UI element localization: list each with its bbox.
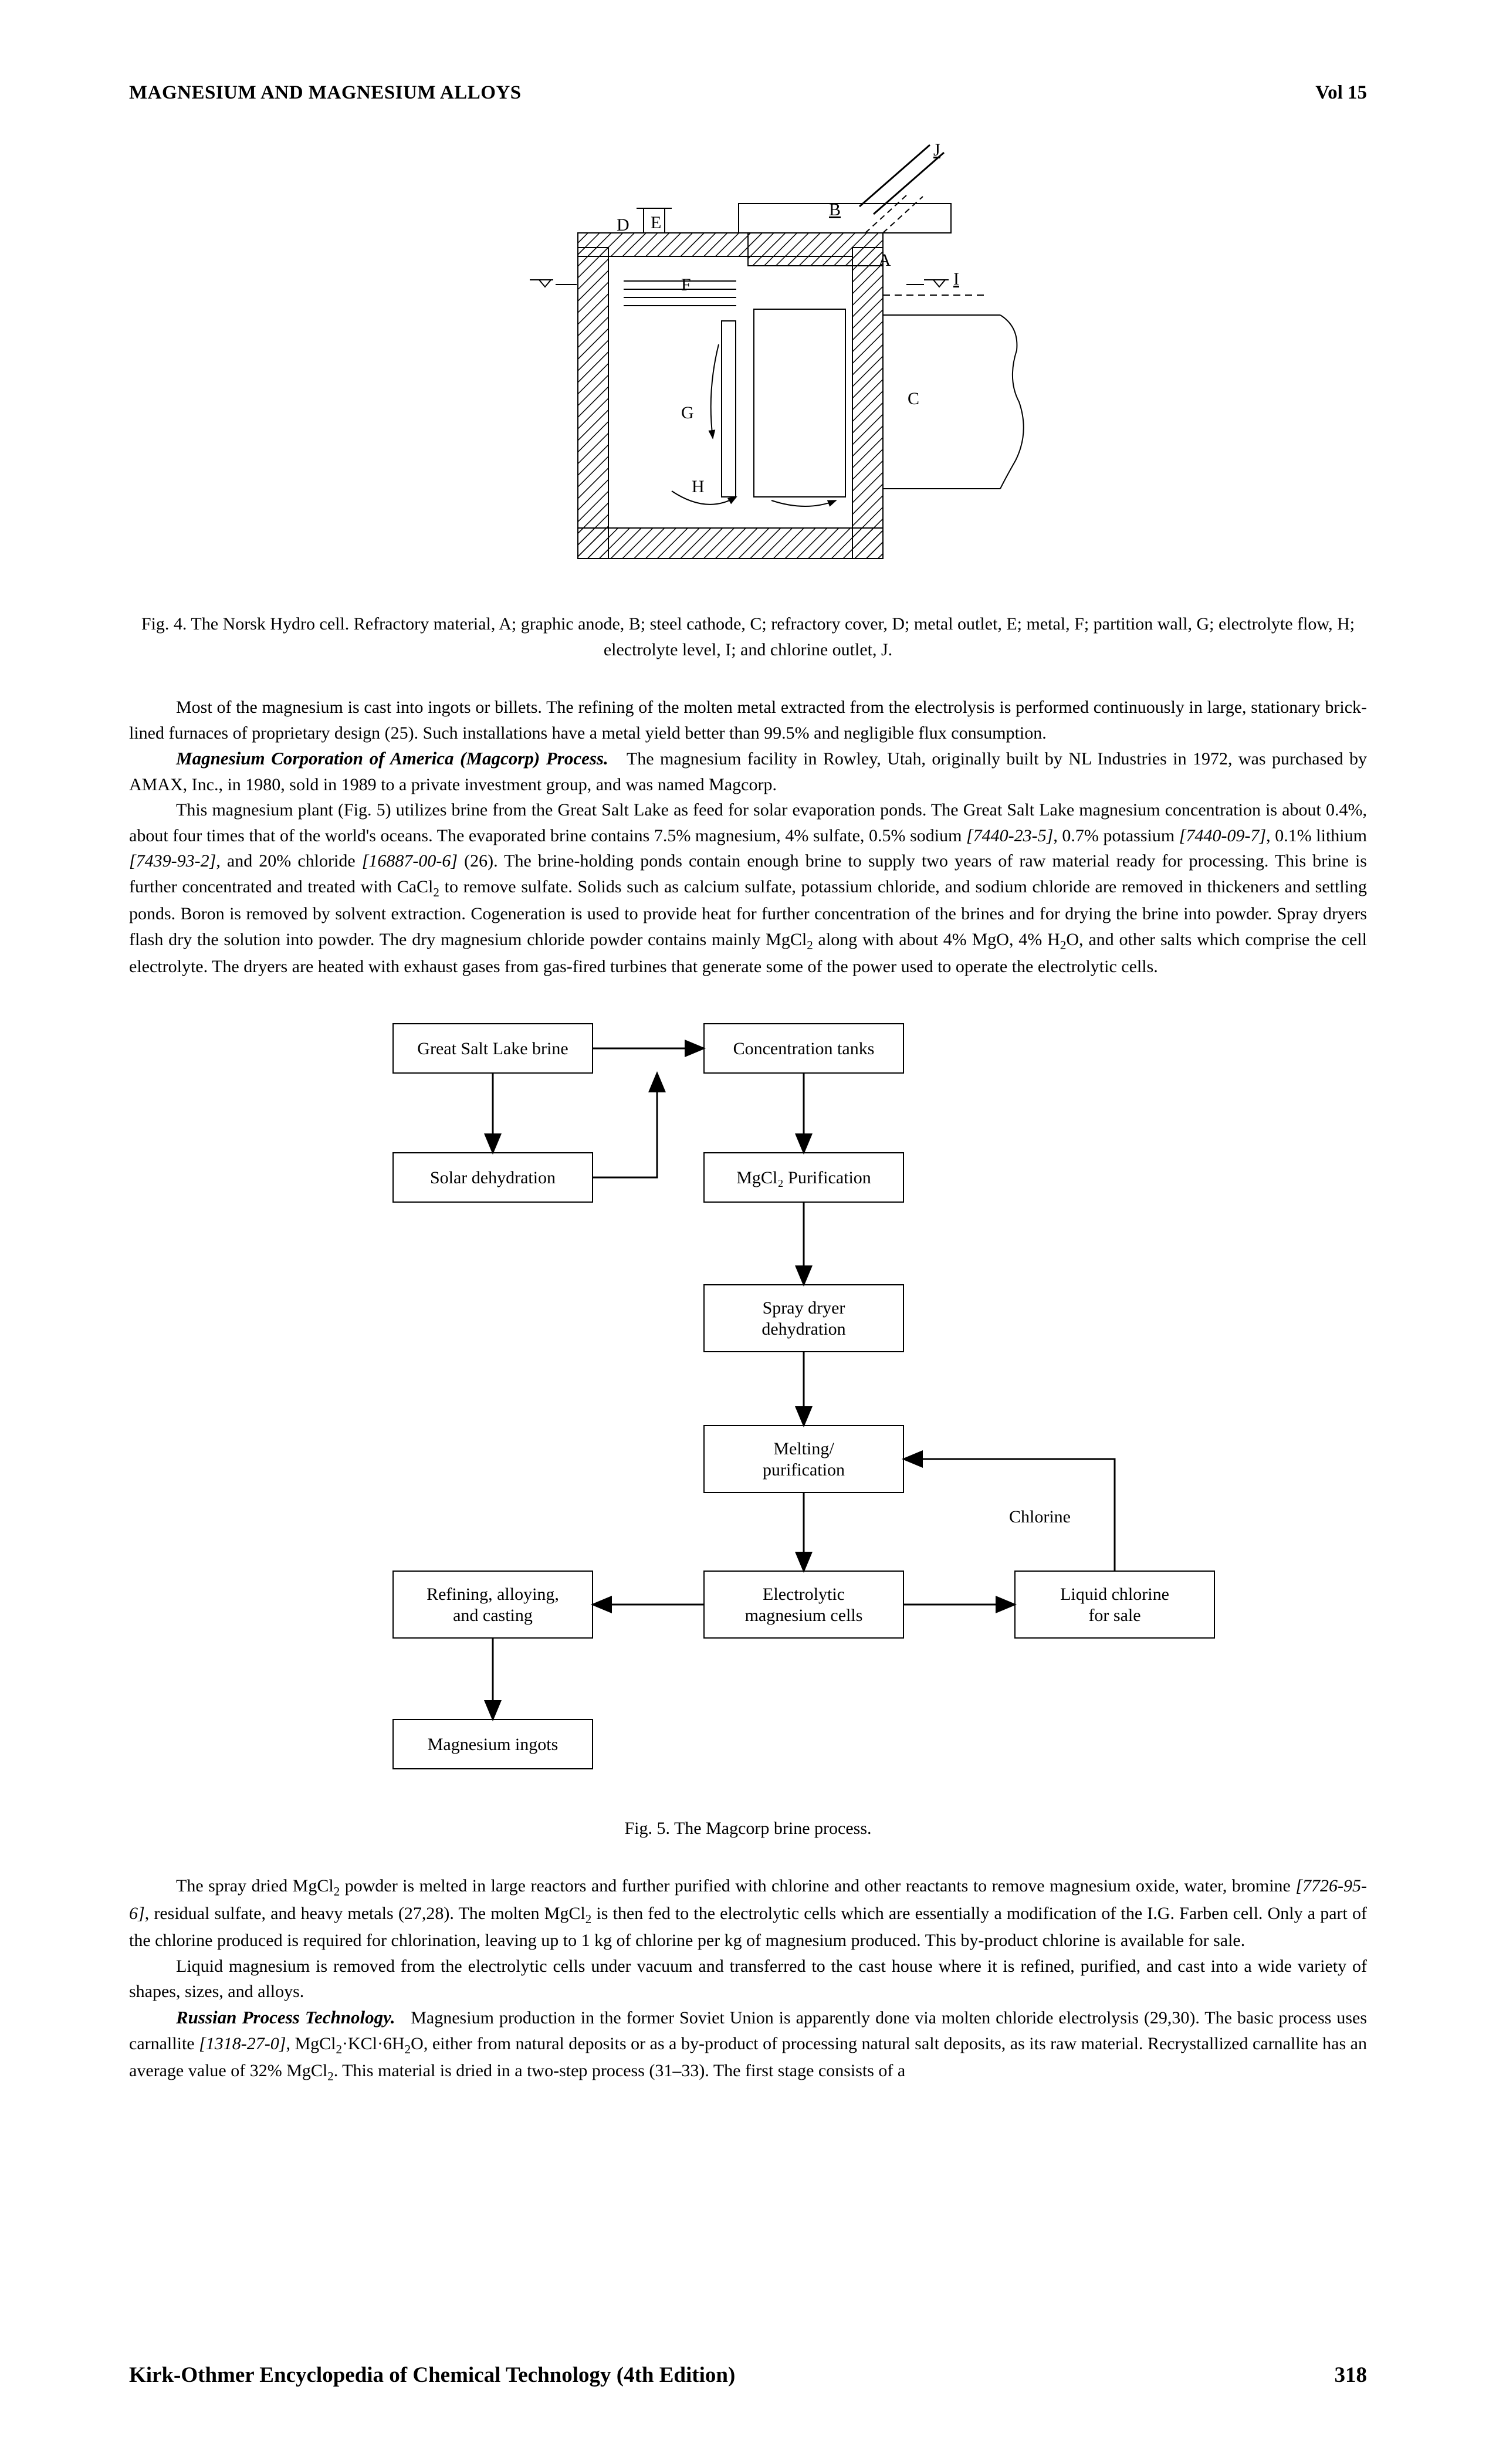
footer-title: Kirk-Othmer Encyclopedia of Chemical Tec… — [129, 2363, 735, 2388]
body-block-2: The spray dried MgCl2 powder is melted i… — [129, 1873, 1367, 2085]
svg-text:H: H — [692, 477, 705, 496]
svg-text:Magnesium ingots: Magnesium ingots — [428, 1735, 559, 1754]
svg-text:Melting/: Melting/ — [773, 1439, 834, 1458]
svg-text:Liquid chlorine: Liquid chlorine — [1060, 1585, 1169, 1604]
svg-text:C: C — [908, 389, 919, 408]
svg-text:dehydration: dehydration — [761, 1319, 845, 1339]
figure-4-caption: Fig. 4. The Norsk Hydro cell. Refractory… — [129, 611, 1367, 662]
para-liquid-mg: Liquid magnesium is removed from the ele… — [129, 1954, 1367, 2005]
figure-5: Great Salt Lake brine Concentration tanks… — [129, 1012, 1367, 1795]
svg-text:purification: purification — [763, 1460, 845, 1480]
para-magcorp: Magnesium Corporation of America (Magcor… — [129, 746, 1367, 797]
body-block-1: Most of the magnesium is cast into ingot… — [129, 695, 1367, 980]
svg-text:I: I — [953, 269, 959, 289]
header-volume: Vol 15 — [1315, 82, 1367, 104]
svg-text:G: G — [681, 403, 694, 422]
svg-text:and casting: and casting — [453, 1606, 533, 1625]
svg-text:Concentration tanks: Concentration tanks — [733, 1039, 875, 1058]
svg-text:D: D — [617, 215, 629, 235]
para-refining: Most of the magnesium is cast into ingot… — [129, 695, 1367, 746]
svg-text:Spray dryer: Spray dryer — [763, 1298, 845, 1318]
page-footer: Kirk-Othmer Encyclopedia of Chemical Tec… — [129, 2363, 1367, 2388]
svg-text:E: E — [651, 213, 661, 232]
svg-text:A: A — [878, 251, 891, 270]
svg-text:for sale: for sale — [1088, 1606, 1140, 1625]
svg-text:Great Salt Lake brine: Great Salt Lake brine — [417, 1039, 568, 1058]
para-spray-dried: The spray dried MgCl2 powder is melted i… — [129, 1873, 1367, 1953]
svg-text:J: J — [933, 140, 940, 160]
svg-text:Refining, alloying,: Refining, alloying, — [427, 1585, 559, 1604]
russian-heading: Russian Process Technology. — [176, 2007, 395, 2028]
svg-text:magnesium cells: magnesium cells — [745, 1606, 863, 1625]
footer-page-number: 318 — [1335, 2363, 1368, 2388]
svg-text:Solar dehydration: Solar dehydration — [430, 1168, 556, 1187]
figure-5-caption: Fig. 5. The Magcorp brine process. — [129, 1816, 1367, 1842]
svg-text:Chlorine: Chlorine — [1009, 1507, 1071, 1527]
para-russian: Russian Process Technology. Magnesium pr… — [129, 2005, 1367, 2086]
svg-text:F: F — [681, 275, 691, 295]
svg-text:MgCl₂ Purification: MgCl₂ Purification — [736, 1168, 871, 1187]
header-title: MAGNESIUM AND MAGNESIUM ALLOYS — [129, 82, 522, 104]
norsk-hydro-cell-diagram: A B C D E F G H I J — [461, 139, 1035, 585]
para-brine: This magnesium plant (Fig. 5) utilizes b… — [129, 797, 1367, 979]
page-header: MAGNESIUM AND MAGNESIUM ALLOYS Vol 15 — [129, 82, 1367, 104]
magcorp-flowchart: Great Salt Lake brine Concentration tanks… — [241, 1012, 1255, 1792]
svg-text:B: B — [829, 200, 841, 219]
magcorp-heading: Magnesium Corporation of America (Magcor… — [176, 748, 608, 769]
svg-text:Electrolytic: Electrolytic — [763, 1585, 845, 1604]
figure-4: A B C D E F G H I J — [129, 139, 1367, 588]
